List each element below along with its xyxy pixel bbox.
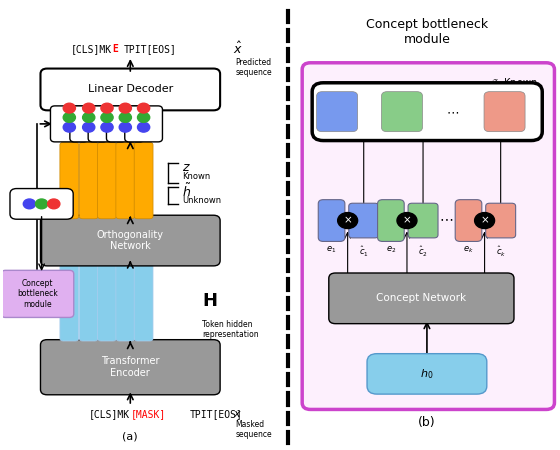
Text: $\cdots$: $\cdots$: [438, 212, 453, 225]
FancyBboxPatch shape: [1, 270, 74, 317]
Text: [MASK]: [MASK]: [131, 409, 166, 419]
Text: [CLS]MK: [CLS]MK: [71, 45, 112, 54]
FancyBboxPatch shape: [70, 106, 108, 142]
Text: $\tilde{h}$: $\tilde{h}$: [182, 182, 191, 200]
Circle shape: [83, 122, 95, 132]
FancyBboxPatch shape: [312, 83, 542, 140]
Text: Transformer
Encoder: Transformer Encoder: [101, 356, 160, 378]
Circle shape: [119, 122, 132, 132]
Circle shape: [119, 112, 132, 122]
Text: Predicted
sequence: Predicted sequence: [236, 58, 272, 77]
FancyBboxPatch shape: [318, 200, 345, 242]
FancyBboxPatch shape: [40, 340, 220, 395]
Circle shape: [48, 199, 60, 209]
Text: Unknown: Unknown: [182, 196, 221, 205]
Text: $e_2$: $e_2$: [386, 245, 396, 256]
Text: TPIT[EOS]: TPIT[EOS]: [190, 409, 243, 419]
Circle shape: [63, 122, 76, 132]
Text: $\mathcal{Z}$  Known: $\mathcal{Z}$ Known: [491, 76, 538, 90]
Text: $\times$: $\times$: [480, 216, 489, 226]
FancyBboxPatch shape: [116, 260, 135, 341]
Text: Concept bottleneck
module: Concept bottleneck module: [366, 18, 488, 46]
FancyBboxPatch shape: [116, 142, 135, 219]
Text: Concept
bottleneck
module: Concept bottleneck module: [17, 279, 58, 309]
Text: Concept Network: Concept Network: [376, 293, 466, 303]
Text: $e_1$: $e_1$: [326, 245, 337, 256]
FancyBboxPatch shape: [134, 142, 153, 219]
FancyBboxPatch shape: [377, 200, 404, 242]
Text: (a): (a): [123, 431, 138, 441]
FancyBboxPatch shape: [408, 203, 438, 238]
FancyBboxPatch shape: [381, 92, 422, 132]
FancyBboxPatch shape: [486, 203, 516, 238]
Text: $z$: $z$: [182, 161, 190, 174]
FancyBboxPatch shape: [60, 260, 79, 341]
Circle shape: [83, 103, 95, 113]
FancyBboxPatch shape: [134, 260, 153, 341]
FancyBboxPatch shape: [10, 189, 73, 219]
FancyBboxPatch shape: [349, 203, 379, 238]
FancyBboxPatch shape: [329, 273, 514, 324]
FancyBboxPatch shape: [316, 92, 358, 132]
Text: $\cdots$: $\cdots$: [446, 105, 460, 118]
Text: $\hat{c}_k$: $\hat{c}_k$: [496, 245, 506, 259]
Circle shape: [119, 103, 132, 113]
Circle shape: [138, 112, 150, 122]
FancyBboxPatch shape: [302, 63, 554, 410]
Text: Linear Decoder: Linear Decoder: [88, 85, 173, 94]
FancyBboxPatch shape: [80, 142, 98, 219]
Text: $h_0$: $h_0$: [420, 367, 433, 381]
FancyBboxPatch shape: [106, 106, 144, 142]
FancyBboxPatch shape: [484, 92, 525, 132]
Text: $\hat{c}_2$: $\hat{c}_2$: [418, 245, 428, 259]
Text: [CLS]MK: [CLS]MK: [89, 409, 130, 419]
Circle shape: [138, 122, 150, 132]
Circle shape: [63, 103, 76, 113]
FancyBboxPatch shape: [40, 215, 220, 266]
Circle shape: [63, 112, 76, 122]
Text: TPIT[EOS]: TPIT[EOS]: [124, 45, 176, 54]
Circle shape: [24, 199, 35, 209]
Circle shape: [397, 212, 417, 229]
Text: $x$: $x$: [233, 409, 242, 419]
Text: Orthogonality
Network: Orthogonality Network: [97, 230, 164, 252]
FancyBboxPatch shape: [97, 260, 116, 341]
FancyBboxPatch shape: [125, 106, 162, 142]
Text: E: E: [113, 45, 118, 54]
FancyBboxPatch shape: [80, 260, 98, 341]
Text: $\times$: $\times$: [402, 216, 412, 226]
Text: $\hat{c}_1$: $\hat{c}_1$: [359, 245, 368, 259]
Text: $\mathbf{h_0}$: $\mathbf{h_0}$: [29, 289, 44, 303]
Text: $e_k$: $e_k$: [463, 245, 474, 256]
Text: (b): (b): [418, 416, 436, 429]
Circle shape: [83, 112, 95, 122]
Text: $\mathbf{H}$: $\mathbf{H}$: [202, 292, 218, 310]
Circle shape: [338, 212, 358, 229]
FancyBboxPatch shape: [40, 68, 220, 110]
Circle shape: [138, 103, 150, 113]
Text: Masked
sequence: Masked sequence: [236, 420, 272, 439]
Circle shape: [101, 122, 113, 132]
Circle shape: [101, 103, 113, 113]
FancyBboxPatch shape: [455, 200, 482, 242]
FancyBboxPatch shape: [97, 142, 116, 219]
Text: Token hidden
representation: Token hidden representation: [202, 320, 259, 339]
Circle shape: [101, 112, 113, 122]
Text: Known: Known: [182, 172, 210, 181]
FancyBboxPatch shape: [50, 106, 88, 142]
Text: $\hat{x}$: $\hat{x}$: [233, 41, 242, 58]
FancyBboxPatch shape: [60, 142, 79, 219]
Circle shape: [475, 212, 494, 229]
FancyBboxPatch shape: [88, 106, 126, 142]
Text: $\times$: $\times$: [343, 216, 352, 226]
Circle shape: [35, 199, 48, 209]
FancyBboxPatch shape: [367, 354, 487, 394]
